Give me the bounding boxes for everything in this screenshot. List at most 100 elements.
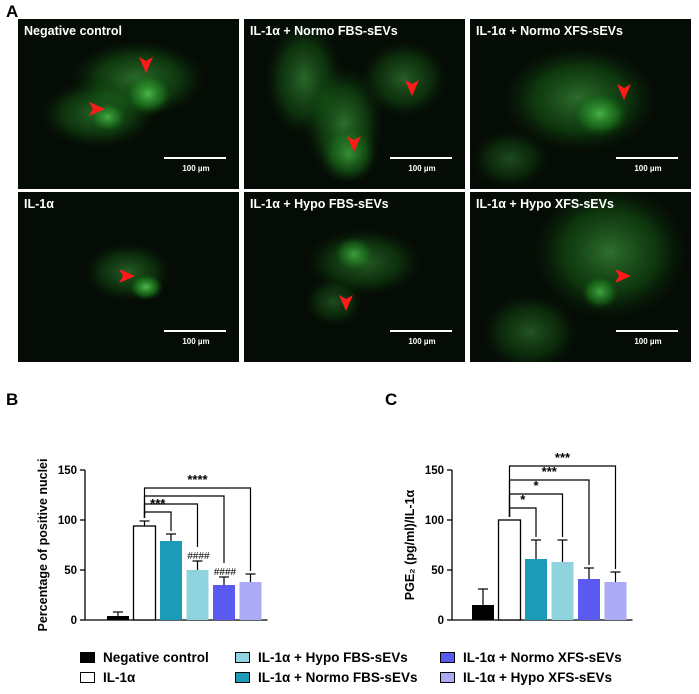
scale-bar bbox=[616, 157, 678, 159]
bar bbox=[578, 579, 600, 620]
bar bbox=[497, 519, 522, 621]
significance-label: * bbox=[520, 492, 526, 507]
legend-swatch bbox=[235, 652, 250, 663]
legend-swatch bbox=[440, 652, 455, 663]
legend-label: IL-1α + Normo XFS-sEVs bbox=[463, 650, 622, 665]
scale-bar-label: 100 µm bbox=[408, 337, 436, 346]
bar bbox=[551, 562, 574, 620]
scale-bar-label: 100 µm bbox=[182, 164, 210, 173]
scale-bar-label: 100 µm bbox=[634, 337, 662, 346]
bar bbox=[239, 582, 262, 620]
micrograph-title: IL-1α + Normo FBS-sEVs bbox=[250, 24, 398, 38]
chart-b-nuclei-percentage: 0 50 100 150 Percentage of positive nuclei ##… bbox=[36, 459, 268, 632]
cell-body bbox=[570, 90, 630, 138]
arrowhead-marker bbox=[615, 269, 631, 283]
micrograph-tile: IL-1α + Normo XFS-sEVs 100 µm bbox=[470, 19, 691, 189]
y-tick-label: 50 bbox=[431, 565, 444, 577]
y-tick-label: 150 bbox=[58, 465, 77, 477]
bar bbox=[472, 605, 494, 620]
arrowhead-marker bbox=[347, 136, 361, 152]
legend-item: Negative control bbox=[80, 650, 209, 665]
bar bbox=[213, 585, 235, 620]
legend-swatch bbox=[80, 652, 95, 663]
arrowhead-marker bbox=[119, 269, 135, 283]
micrograph-image bbox=[18, 19, 239, 189]
micrograph-title: Negative control bbox=[24, 24, 122, 38]
y-tick-label: 150 bbox=[425, 465, 444, 477]
micrograph-image bbox=[18, 192, 239, 362]
y-axis-label: Percentage of positive nuclei bbox=[36, 459, 50, 632]
cell-body bbox=[319, 124, 379, 184]
micrograph-image bbox=[470, 192, 691, 362]
arrowhead-marker bbox=[89, 102, 105, 116]
significance-label: *** bbox=[555, 450, 571, 465]
legend-label: Negative control bbox=[103, 650, 209, 665]
legend-label: IL-1α bbox=[103, 670, 136, 685]
micrograph-tile: IL-1α + Normo FBS-sEVs 100 µm bbox=[244, 19, 465, 189]
legend-item: IL-1α + Hypo XFS-sEVs bbox=[440, 670, 612, 685]
bar bbox=[604, 582, 627, 620]
y-tick-label: 100 bbox=[425, 515, 444, 527]
legend-item: IL-1α + Normo FBS-sEVs bbox=[235, 670, 417, 685]
significance-label: **** bbox=[187, 472, 208, 487]
micrograph-image bbox=[470, 19, 691, 189]
y-axis-label: PGE₂ (pg/ml)/IL-1α bbox=[403, 489, 417, 600]
cell-body bbox=[359, 39, 449, 119]
arrowhead-marker bbox=[339, 295, 353, 311]
y-tick-label: 100 bbox=[58, 515, 77, 527]
micrograph-tile: IL-1α 100 µm bbox=[18, 192, 239, 362]
chart-legend: Negative control IL-1α IL-1α + Hypo FBS-sE… bbox=[80, 650, 680, 690]
y-tick-label: 0 bbox=[71, 615, 77, 627]
bar bbox=[525, 559, 547, 620]
micrograph-tile: Negative control 100 µm bbox=[18, 19, 239, 189]
micrograph-title: IL-1α bbox=[24, 197, 54, 211]
scale-bar-label: 100 µm bbox=[634, 164, 662, 173]
significance-hash: #### bbox=[214, 567, 237, 578]
significance-hash: #### bbox=[187, 551, 210, 562]
legend-swatch bbox=[80, 672, 95, 683]
scale-bar bbox=[616, 330, 678, 332]
legend-label: IL-1α + Hypo XFS-sEVs bbox=[463, 670, 612, 685]
cell-body bbox=[470, 129, 550, 189]
scale-bar bbox=[390, 330, 452, 332]
scale-bar-label: 100 µm bbox=[408, 164, 436, 173]
micrograph-tile: IL-1α + Hypo XFS-sEVs 100 µm bbox=[470, 192, 691, 362]
scale-bar bbox=[390, 157, 452, 159]
bar bbox=[132, 525, 157, 621]
bar bbox=[160, 541, 182, 620]
legend-label: IL-1α + Normo FBS-sEVs bbox=[258, 670, 418, 685]
arrowhead-marker bbox=[405, 80, 419, 96]
legend-item: IL-1α + Hypo FBS-sEVs bbox=[235, 650, 408, 665]
y-tick-label: 50 bbox=[64, 565, 77, 577]
legend-swatch bbox=[235, 672, 250, 683]
legend-label: IL-1α + Hypo FBS-sEVs bbox=[258, 650, 408, 665]
scale-bar bbox=[164, 330, 226, 332]
micrograph-image bbox=[244, 19, 465, 189]
scale-bar-label: 100 µm bbox=[182, 337, 210, 346]
panel-label-b: B bbox=[6, 390, 19, 409]
cell-body bbox=[580, 274, 620, 310]
legend-item: IL-1α bbox=[80, 670, 135, 685]
cell-body bbox=[128, 273, 164, 301]
micrograph-title: IL-1α + Hypo XFS-sEVs bbox=[476, 197, 614, 211]
micrograph-image bbox=[244, 192, 465, 362]
panel-label-c: C bbox=[385, 390, 398, 409]
legend-swatch bbox=[440, 672, 455, 683]
arrowhead-marker bbox=[139, 57, 153, 73]
significance-bracket bbox=[508, 465, 617, 569]
cell-body bbox=[480, 292, 580, 362]
micrograph-title: IL-1α + Normo XFS-sEVs bbox=[476, 24, 623, 38]
arrowhead-marker bbox=[617, 84, 631, 100]
cell-body bbox=[332, 236, 376, 272]
cell-body bbox=[530, 192, 690, 322]
significance-bracket bbox=[143, 487, 252, 571]
micrograph-tile: IL-1α + Hypo FBS-sEVs 100 µm bbox=[244, 192, 465, 362]
cell-body bbox=[123, 72, 173, 116]
y-tick-label: 0 bbox=[438, 615, 444, 627]
significance-label: * bbox=[533, 478, 539, 493]
legend-item: IL-1α + Normo XFS-sEVs bbox=[440, 650, 622, 665]
bar bbox=[186, 570, 209, 620]
micrograph-title: IL-1α + Hypo FBS-sEVs bbox=[250, 197, 389, 211]
bar bbox=[107, 616, 129, 620]
